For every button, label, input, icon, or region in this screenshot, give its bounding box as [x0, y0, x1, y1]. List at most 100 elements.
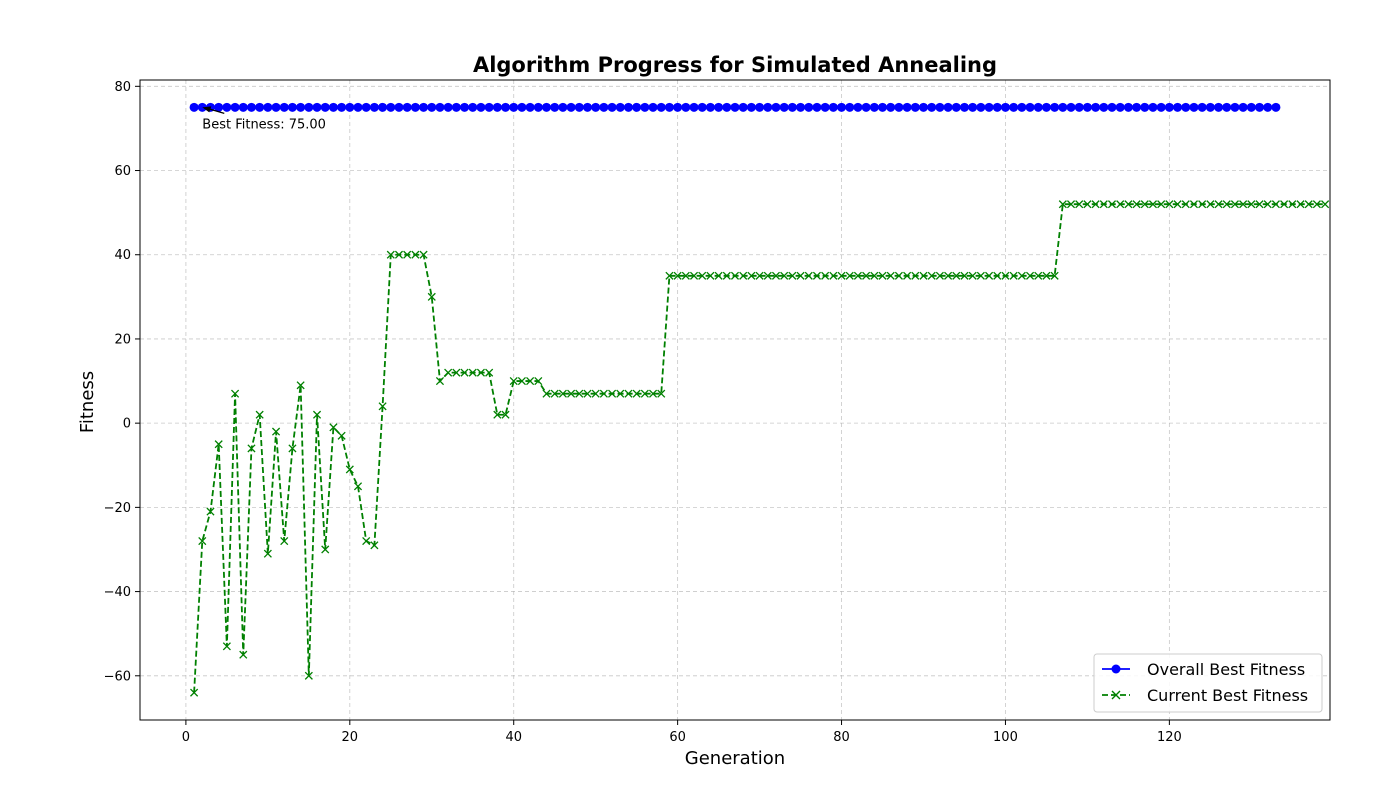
data-point-overall-best-fitness	[542, 102, 552, 112]
data-point-current-best-fitness	[312, 410, 322, 419]
data-point-overall-best-fitness	[337, 102, 347, 112]
data-point-current-best-fitness	[747, 271, 756, 280]
data-point-current-best-fitness	[706, 271, 715, 280]
data-point-overall-best-fitness	[894, 102, 904, 112]
data-point-overall-best-fitness	[1009, 102, 1019, 112]
data-point-current-best-fitness	[1296, 200, 1305, 209]
data-point-current-best-fitness	[190, 688, 199, 697]
data-point-current-best-fitness	[853, 271, 862, 280]
legend: Overall Best Fitness Current Best Fitnes…	[1093, 653, 1323, 713]
data-point-overall-best-fitness	[902, 102, 912, 112]
data-point-overall-best-fitness	[501, 102, 511, 112]
x-axis-label: Generation	[685, 748, 785, 769]
data-point-current-best-fitness	[534, 376, 543, 386]
data-point-current-best-fitness	[247, 444, 256, 453]
data-point-overall-best-fitness	[574, 102, 584, 112]
data-point-current-best-fitness	[698, 271, 707, 280]
data-point-current-best-fitness	[952, 271, 961, 280]
data-point-overall-best-fitness	[1107, 102, 1117, 112]
data-point-current-best-fitness	[1255, 200, 1264, 209]
data-point-overall-best-fitness	[492, 102, 502, 112]
data-point-current-best-fitness	[1083, 200, 1092, 209]
x-tick-label: 100	[993, 730, 1018, 745]
data-point-overall-best-fitness	[435, 102, 445, 112]
data-point-current-best-fitness	[1198, 200, 1207, 209]
data-point-overall-best-fitness	[1205, 102, 1215, 112]
data-point-overall-best-fitness	[312, 102, 322, 112]
data-point-overall-best-fitness	[1017, 102, 1027, 112]
data-point-overall-best-fitness	[558, 102, 568, 112]
data-point-overall-best-fitness	[878, 102, 888, 112]
data-point-current-best-fitness	[927, 271, 936, 280]
y-tick-label: −20	[104, 501, 131, 516]
data-point-overall-best-fitness	[451, 102, 461, 112]
data-point-overall-best-fitness	[951, 102, 961, 112]
data-point-current-best-fitness	[476, 368, 485, 377]
data-point-overall-best-fitness	[189, 102, 199, 112]
data-point-current-best-fitness	[403, 250, 412, 259]
data-point-overall-best-fitness	[640, 102, 650, 112]
data-point-overall-best-fitness	[468, 102, 478, 112]
data-point-overall-best-fitness	[812, 102, 822, 112]
data-point-overall-best-fitness	[615, 102, 625, 112]
data-point-current-best-fitness	[575, 389, 584, 398]
data-point-overall-best-fitness	[443, 102, 453, 112]
data-point-overall-best-fitness	[804, 102, 814, 112]
data-point-overall-best-fitness	[1140, 102, 1150, 112]
data-point-current-best-fitness	[1173, 200, 1182, 209]
data-point-overall-best-fitness	[968, 102, 978, 112]
data-point-overall-best-fitness	[246, 102, 256, 112]
data-point-current-best-fitness	[640, 389, 649, 398]
data-point-current-best-fitness	[878, 271, 887, 280]
data-point-current-best-fitness	[1181, 200, 1190, 209]
data-point-overall-best-fitness	[943, 102, 953, 112]
data-point-overall-best-fitness	[296, 102, 306, 112]
data-point-current-best-fitness	[435, 376, 445, 386]
y-tick-label: 0	[123, 417, 131, 432]
data-point-current-best-fitness	[599, 389, 608, 398]
data-point-current-best-fitness	[337, 431, 346, 440]
data-point-current-best-fitness	[378, 402, 387, 411]
data-point-overall-best-fitness	[664, 102, 674, 112]
data-point-current-best-fitness	[788, 271, 797, 280]
data-point-current-best-fitness	[944, 271, 953, 280]
data-point-overall-best-fitness	[976, 102, 986, 112]
x-tick-label: 80	[833, 730, 850, 745]
data-point-overall-best-fitness	[394, 102, 404, 112]
data-point-overall-best-fitness	[796, 102, 806, 112]
data-point-current-best-fitness	[1230, 200, 1239, 209]
grid	[140, 80, 1330, 720]
data-point-overall-best-fitness	[566, 102, 576, 112]
data-point-overall-best-fitness	[607, 102, 617, 112]
data-point-current-best-fitness	[1214, 200, 1223, 209]
data-point-current-best-fitness	[730, 271, 740, 280]
data-point-overall-best-fitness	[886, 102, 896, 112]
data-point-current-best-fitness	[845, 271, 854, 280]
data-point-overall-best-fitness	[623, 102, 633, 112]
data-point-current-best-fitness	[419, 250, 428, 259]
data-point-overall-best-fitness	[1058, 102, 1068, 112]
data-point-current-best-fitness	[280, 536, 289, 546]
data-point-current-best-fitness	[460, 368, 469, 377]
data-point-current-best-fitness	[1001, 271, 1010, 280]
data-point-overall-best-fitness	[1025, 102, 1035, 112]
data-point-overall-best-fitness	[927, 102, 937, 112]
y-tick-label: −40	[104, 585, 131, 600]
data-point-overall-best-fitness	[230, 102, 240, 112]
data-point-overall-best-fitness	[746, 102, 756, 112]
data-point-current-best-fitness	[837, 271, 846, 280]
x-tick-label: 0	[182, 730, 190, 745]
data-point-overall-best-fitness	[1148, 102, 1158, 112]
data-point-overall-best-fitness	[632, 102, 642, 112]
data-point-overall-best-fitness	[730, 102, 740, 112]
data-point-current-best-fitness	[886, 271, 895, 280]
data-point-current-best-fitness	[1066, 200, 1076, 209]
data-point-overall-best-fitness	[1255, 102, 1265, 112]
data-point-current-best-fitness	[1107, 200, 1117, 209]
data-point-overall-best-fitness	[328, 102, 338, 112]
data-point-current-best-fitness	[862, 271, 871, 280]
data-point-overall-best-fitness	[238, 102, 248, 112]
data-point-overall-best-fitness	[386, 102, 396, 112]
data-point-overall-best-fitness	[828, 102, 838, 112]
